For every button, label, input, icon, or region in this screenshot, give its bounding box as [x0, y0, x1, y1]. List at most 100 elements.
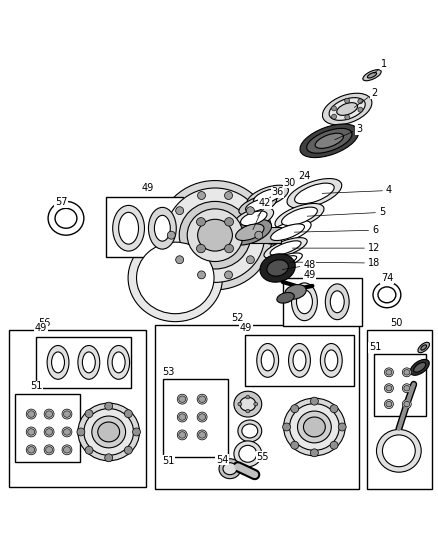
- Ellipse shape: [28, 429, 35, 435]
- Circle shape: [385, 400, 393, 409]
- Ellipse shape: [78, 345, 100, 379]
- Text: 49: 49: [141, 183, 154, 193]
- Text: 51: 51: [369, 343, 381, 352]
- Circle shape: [291, 441, 299, 449]
- Text: 56: 56: [38, 318, 50, 328]
- Ellipse shape: [275, 204, 324, 229]
- Text: 18: 18: [290, 258, 380, 268]
- Ellipse shape: [404, 385, 410, 391]
- Text: 4: 4: [322, 185, 392, 196]
- Ellipse shape: [386, 369, 392, 375]
- Circle shape: [197, 394, 207, 404]
- Ellipse shape: [325, 284, 349, 320]
- Circle shape: [62, 445, 72, 455]
- Ellipse shape: [418, 342, 430, 353]
- Bar: [155, 325, 359, 489]
- Ellipse shape: [378, 287, 396, 303]
- Text: 49: 49: [303, 270, 315, 280]
- Circle shape: [176, 256, 184, 264]
- Ellipse shape: [179, 432, 186, 438]
- Ellipse shape: [421, 345, 427, 350]
- Ellipse shape: [386, 401, 392, 407]
- Ellipse shape: [386, 385, 392, 391]
- Ellipse shape: [295, 183, 334, 204]
- Ellipse shape: [179, 396, 186, 402]
- Ellipse shape: [234, 391, 262, 417]
- Bar: [367, 329, 431, 489]
- Text: 52: 52: [232, 313, 244, 322]
- Circle shape: [124, 410, 132, 418]
- Ellipse shape: [240, 211, 267, 225]
- Ellipse shape: [240, 397, 256, 411]
- Ellipse shape: [263, 253, 302, 271]
- Ellipse shape: [254, 402, 258, 406]
- Ellipse shape: [92, 416, 126, 448]
- Ellipse shape: [46, 429, 53, 435]
- Ellipse shape: [179, 414, 186, 420]
- Ellipse shape: [413, 362, 426, 372]
- Ellipse shape: [377, 430, 421, 472]
- Text: 6: 6: [294, 225, 378, 235]
- Text: 53: 53: [162, 367, 174, 377]
- Bar: [15, 394, 80, 462]
- Bar: [283, 278, 362, 326]
- Ellipse shape: [410, 359, 429, 375]
- Text: 36: 36: [258, 188, 284, 216]
- Circle shape: [403, 384, 411, 393]
- Circle shape: [403, 368, 411, 377]
- Ellipse shape: [282, 207, 318, 225]
- Text: 30: 30: [262, 177, 296, 204]
- Ellipse shape: [225, 217, 233, 226]
- Circle shape: [403, 400, 411, 409]
- Ellipse shape: [320, 343, 342, 377]
- Ellipse shape: [261, 350, 274, 371]
- Bar: [9, 329, 146, 487]
- Ellipse shape: [113, 205, 145, 251]
- Text: 1: 1: [374, 59, 387, 74]
- Circle shape: [44, 445, 54, 455]
- Circle shape: [291, 405, 299, 413]
- Ellipse shape: [270, 241, 301, 255]
- Circle shape: [197, 430, 207, 440]
- Ellipse shape: [285, 285, 306, 299]
- Ellipse shape: [46, 411, 53, 417]
- Ellipse shape: [238, 420, 262, 442]
- Ellipse shape: [47, 345, 69, 379]
- Bar: [374, 354, 426, 416]
- Ellipse shape: [198, 396, 205, 402]
- Text: 42: 42: [253, 198, 271, 230]
- Ellipse shape: [64, 429, 71, 435]
- Circle shape: [332, 106, 336, 111]
- Circle shape: [338, 423, 346, 431]
- Text: 74: 74: [381, 273, 393, 283]
- Ellipse shape: [382, 435, 415, 467]
- Ellipse shape: [322, 93, 372, 125]
- Circle shape: [197, 412, 207, 422]
- Ellipse shape: [84, 409, 134, 455]
- Circle shape: [225, 191, 233, 199]
- Ellipse shape: [315, 133, 343, 148]
- Ellipse shape: [223, 463, 237, 475]
- Ellipse shape: [187, 209, 243, 262]
- Ellipse shape: [287, 179, 342, 208]
- Ellipse shape: [363, 70, 381, 81]
- Circle shape: [167, 231, 175, 239]
- Circle shape: [332, 114, 336, 119]
- Circle shape: [225, 271, 233, 279]
- Circle shape: [77, 428, 85, 436]
- Text: 57: 57: [55, 197, 67, 207]
- Ellipse shape: [293, 350, 306, 371]
- Ellipse shape: [155, 215, 170, 241]
- Ellipse shape: [179, 201, 251, 269]
- Ellipse shape: [264, 220, 311, 244]
- Ellipse shape: [234, 441, 262, 467]
- Circle shape: [330, 405, 338, 413]
- Ellipse shape: [197, 244, 205, 253]
- Ellipse shape: [197, 217, 205, 226]
- Ellipse shape: [165, 188, 265, 282]
- Ellipse shape: [46, 447, 53, 453]
- Bar: [163, 379, 228, 457]
- Ellipse shape: [198, 432, 205, 438]
- Ellipse shape: [404, 369, 410, 375]
- Text: 5: 5: [307, 207, 385, 217]
